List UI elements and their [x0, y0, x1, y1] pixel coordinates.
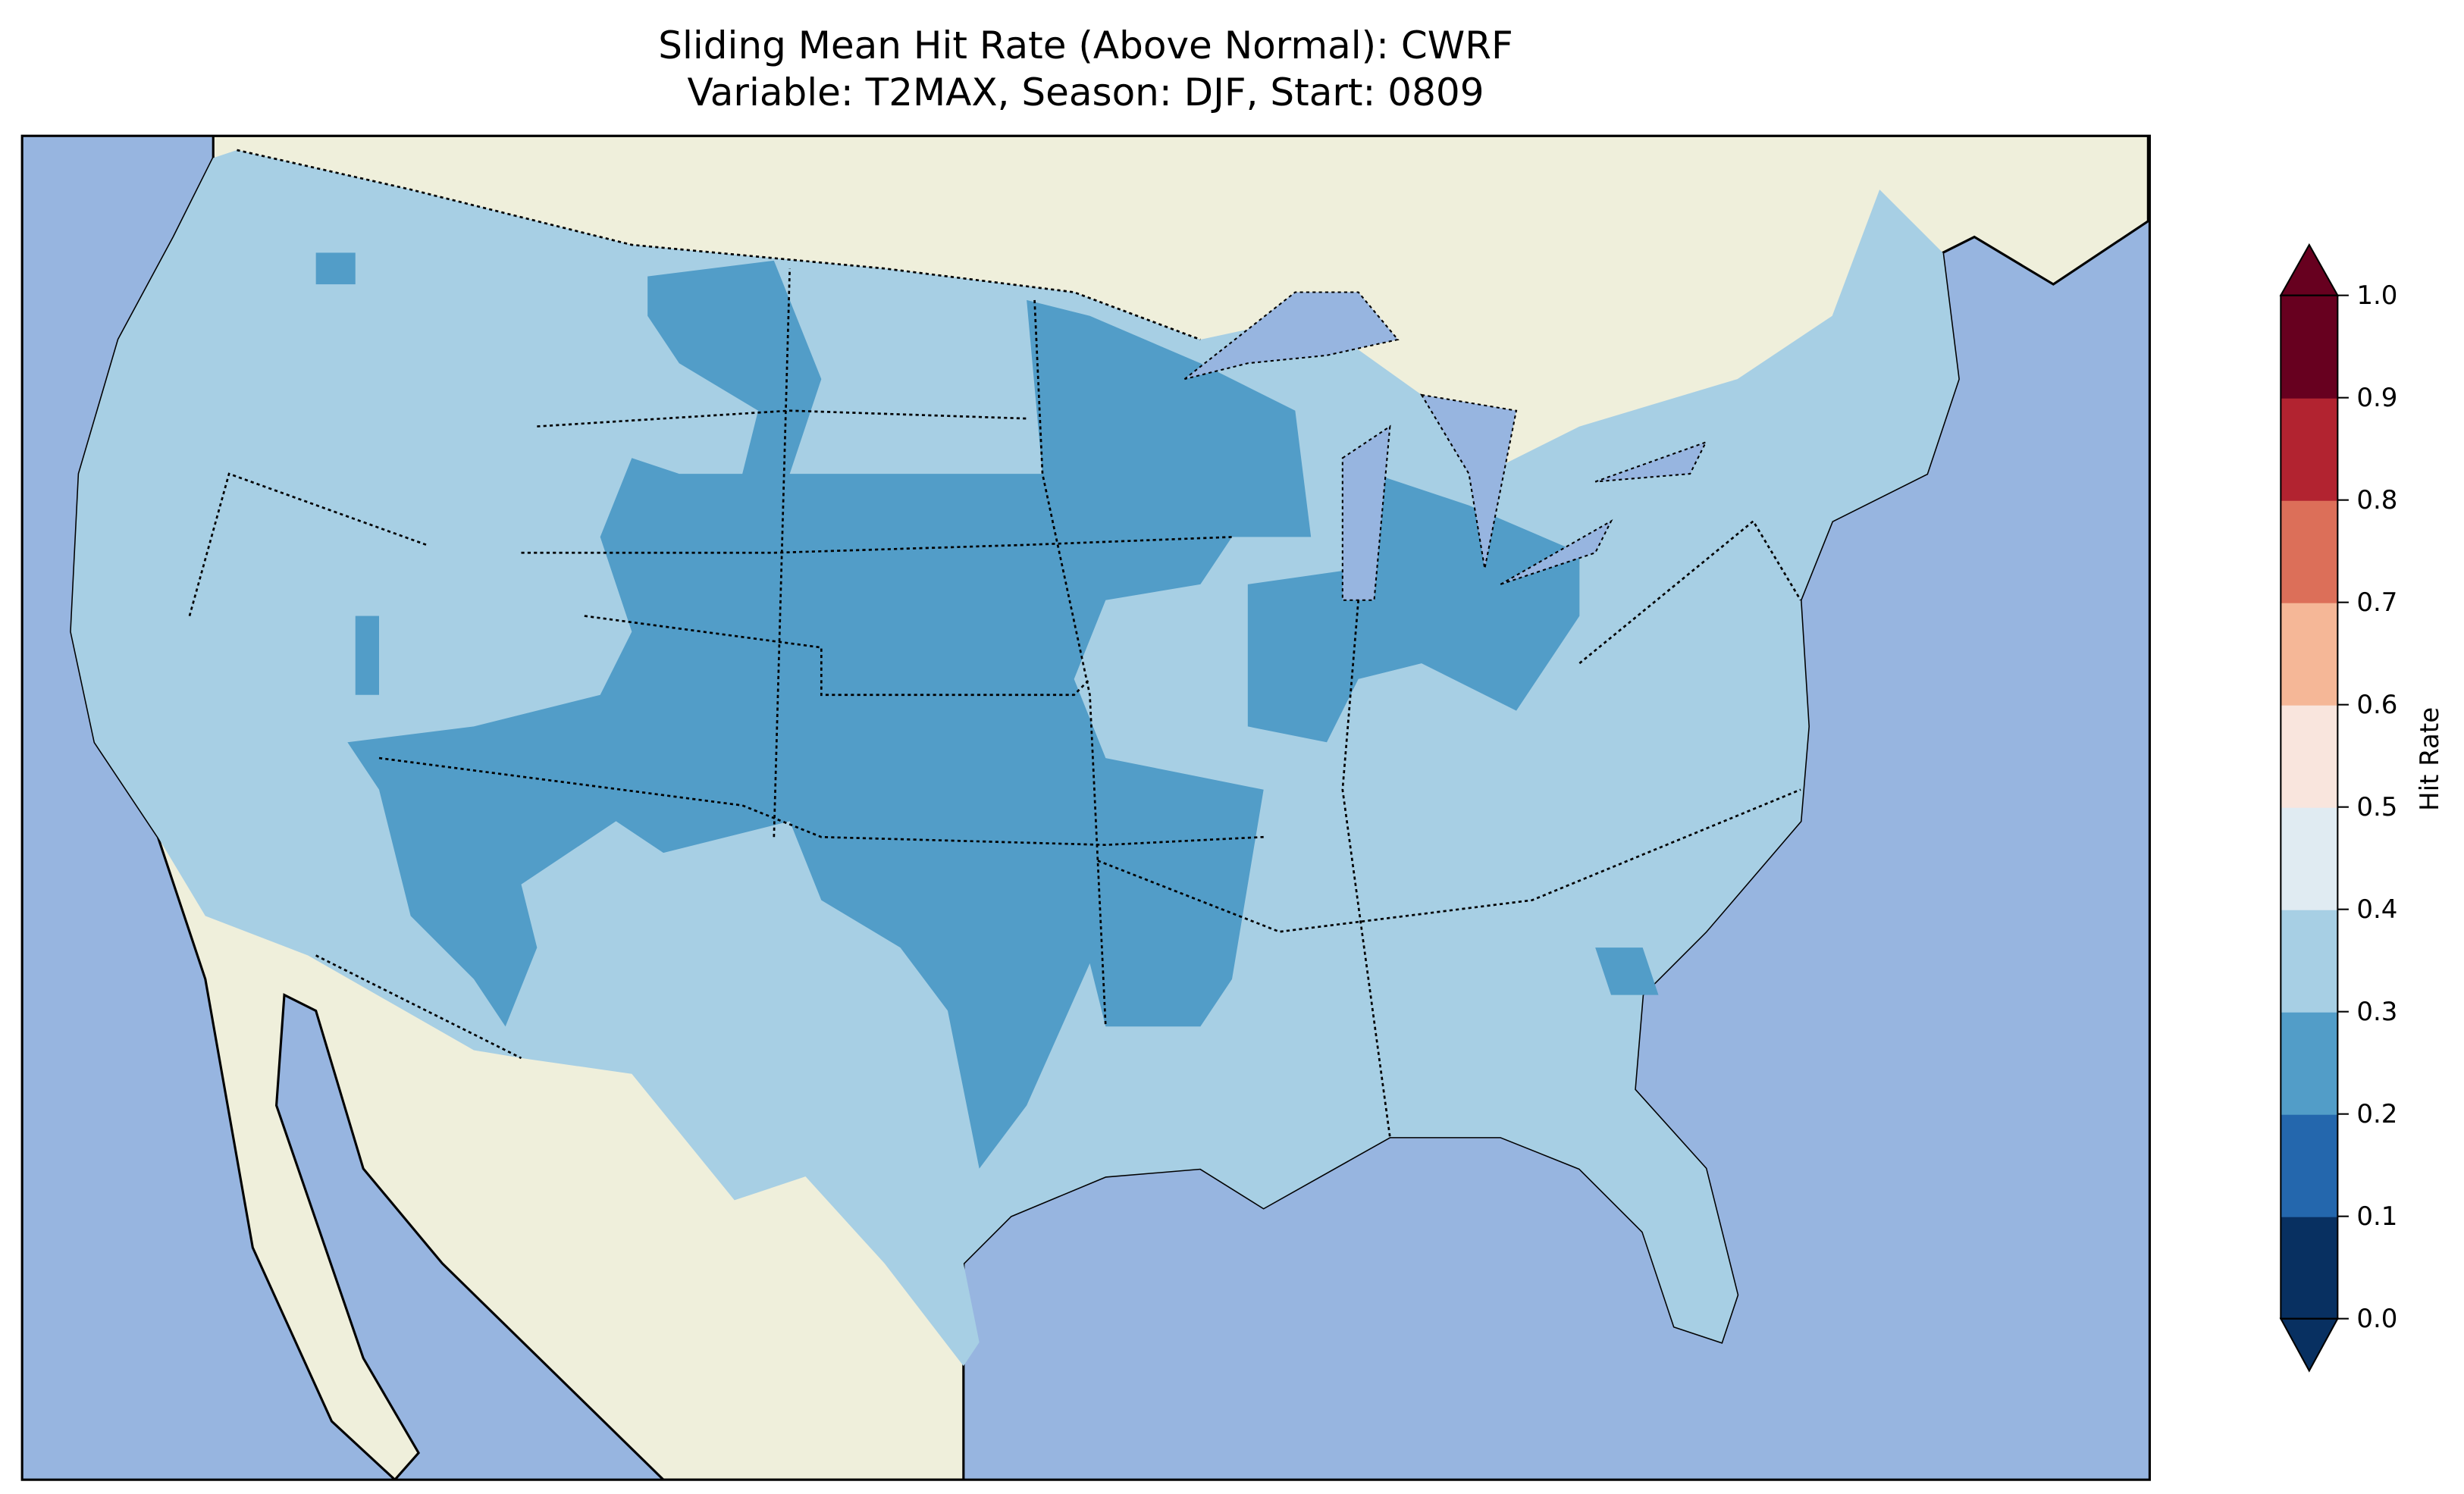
colorbar-bin: [2281, 500, 2338, 603]
colorbar-tick-label: 0.3: [2356, 996, 2398, 1027]
colorbar-tick-label: 0.5: [2356, 791, 2398, 822]
lake-michigan: [1341, 424, 1391, 601]
colorbar-extend-max: [2279, 243, 2340, 296]
colorbar-bin: [2281, 1216, 2338, 1320]
colorbar-extend-min: [2279, 1317, 2340, 1373]
ohio-valley-region: [1247, 474, 1580, 743]
lake-ontario: [1594, 440, 1708, 483]
state-borders: [188, 149, 1802, 1138]
chart-subtitle: Variable: T2MAX, Season: DJF, Start: 080…: [687, 70, 1484, 114]
colorbar-bin: [2281, 1011, 2338, 1115]
colorbar-bin: [2281, 807, 2338, 910]
colorbar-tick-label: 0.2: [2356, 1098, 2398, 1129]
great-lakes: [1183, 291, 1708, 601]
colorbar-tick-label: 0.7: [2356, 587, 2398, 618]
idaho-patch: [315, 252, 356, 285]
lake-superior: [1183, 291, 1400, 381]
colorbar-tick-label: 0.1: [2356, 1201, 2398, 1232]
colorbar-tick-label: 0.4: [2356, 894, 2398, 925]
colorbar-label: Hit Rate: [2415, 706, 2445, 811]
colorbar-tick-label: 0.6: [2356, 689, 2398, 720]
chart-title: Sliding Mean Hit Rate (Above Normal): CW…: [658, 23, 1513, 67]
colorbar-bin: [2281, 295, 2338, 399]
colorbar-bin: [2281, 602, 2338, 706]
colorbar-bin: [2281, 704, 2338, 808]
lake-huron: [1419, 393, 1518, 569]
colorbar: [2279, 243, 2349, 1373]
colorbar-bin: [2281, 397, 2338, 501]
colorbar-tick-label: 0.0: [2356, 1303, 2398, 1334]
hit-rate-0.2-0.3-regions: [315, 252, 1659, 1169]
colorbar-tick-label: 1.0: [2356, 280, 2398, 311]
carolina-region: [1595, 947, 1659, 995]
colorbar-bin: [2281, 909, 2338, 1013]
colorbar-tick-label: 0.8: [2356, 484, 2398, 515]
lake-erie: [1500, 518, 1613, 585]
nevada-patch: [355, 615, 379, 695]
central-plains-region: [347, 260, 1312, 1169]
map-frame: [20, 134, 2151, 1481]
colorbar-tick-label: 0.9: [2356, 382, 2398, 413]
colorbar-bin: [2281, 1113, 2338, 1217]
